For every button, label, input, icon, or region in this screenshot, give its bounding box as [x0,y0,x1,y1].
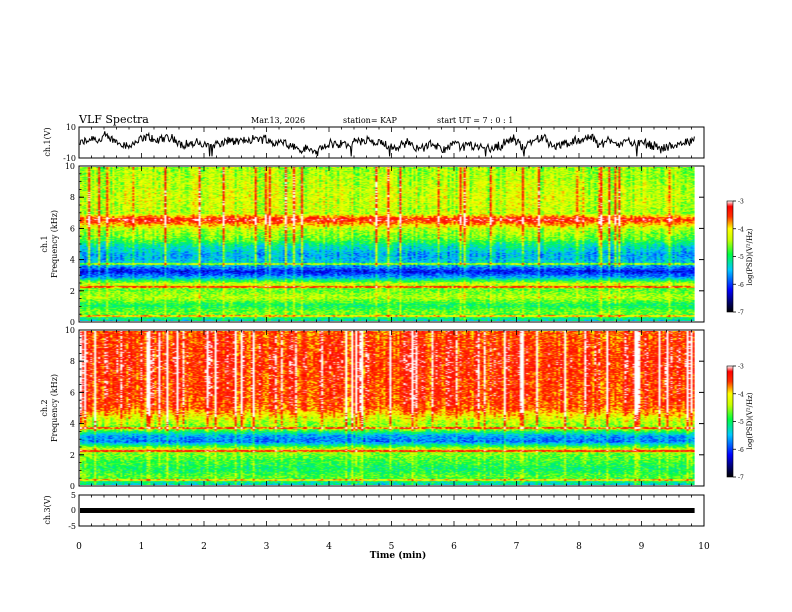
ch1-colorbar-gradient [726,200,734,313]
ch1-freq-ytick-label: 2 [70,287,75,296]
ch2-freq-ytick-label: 4 [70,420,75,429]
start-time-label: start UT = 7 : 0 : 1 [437,116,513,125]
ch2-freq-ytick-label: 8 [70,357,75,366]
ch2-freq-ytick-label: 2 [70,451,75,460]
ch2-freq-ytick-label: 6 [70,388,75,397]
ch1-ytick-top: 10 [66,123,76,132]
time-tick-label: 4 [326,542,332,552]
time-tick-label: 9 [639,542,645,552]
ch2-colorbar-ticks: -3 -4 -5 -6 -7 [733,364,744,482]
ch3-waveform-panel: 5 0 -5 ch.3(V) [43,491,705,531]
time-tick-label: 1 [139,542,145,552]
time-tick-label: 6 [451,542,457,552]
ch1-waveform-trace [79,131,695,157]
ch1-spectrogram-image [80,167,695,321]
ch1-freq-ytick-label: 10 [65,162,75,171]
ch1-waveform-panel: 10 -10 ch.1(V) [43,123,705,163]
ch2-ylabel-channel: ch.2 [40,399,49,416]
ch1-freq-ytick-label: 0 [70,318,75,327]
time-tick-label: 8 [576,542,582,552]
ch2-colorbar-tick-label: -4 [738,391,744,398]
ch1-colorbar-tick-label: -3 [738,199,744,206]
ch1-colorbar-tick-label: -7 [738,310,744,317]
ch2-colorbar-gradient [726,365,734,478]
date-label: Mar.13, 2026 [251,116,305,125]
ch2-colorbar-tick-label: -5 [738,419,744,426]
ch2-colorbar-tick-label: -6 [738,447,744,454]
ch2-colorbar-tick-label: -7 [738,475,744,482]
ch2-freq-ytick-label: 0 [70,482,75,491]
ch2-colorbar-tick-label: -3 [738,364,744,371]
ch1-ytick-bottom: -10 [63,154,76,163]
figure-title: VLF Spectra [78,113,149,126]
ch1-ylabel-frequency: Frequency (kHz) [50,210,59,278]
ch1-freq-ytick-label: 6 [70,224,75,233]
ch2-freq-ytick-label: 10 [65,326,75,335]
ch1-colorbar-tick-label: -6 [738,282,744,289]
ch2-freq-ticks: 0 2 4 6 8 10 [65,326,704,491]
time-tick-label: 10 [698,542,710,552]
ch2-spectrogram-image [80,331,695,485]
ch1-freq-ytick-label: 4 [70,256,75,265]
ch2-ylabel-frequency: Frequency (kHz) [50,374,59,442]
ch2-spectrogram-panel: 0 2 4 6 8 10 ch.2 Frequency (kHz) [40,326,705,491]
time-tick-label: 3 [264,542,270,552]
ch1-colorbar-tick-label: -4 [738,226,744,233]
ch3-ytick-middle: 0 [71,506,76,515]
station-label: station= KAP [343,116,398,125]
ch1-colorbar-tick-label: -5 [738,254,744,261]
ch3-ytick-top: 5 [71,491,76,500]
ch3-waveform-ylabel: ch.3(V) [43,495,52,524]
ch1-colorbar: -3 -4 -5 -6 -7 log(PSD)(V²/Hz) [726,199,754,317]
ch1-colorbar-ticks: -3 -4 -5 -6 -7 [733,199,744,317]
ch1-ylabel-channel: ch.1 [40,235,49,252]
ch1-spectrogram-panel: 0 2 4 6 8 10 ch.1 Frequency (kHz) [40,162,705,327]
time-axis-labels: 0 1 2 3 4 5 6 7 8 9 10 [76,542,710,552]
ch1-colorbar-label: log(PSD)(V²/Hz) [746,228,754,285]
ch1-freq-ytick-label: 8 [70,193,75,202]
time-axis-ticks [78,127,705,526]
ch2-colorbar: -3 -4 -5 -6 -7 log(PSD)(V²/Hz) [726,364,754,482]
ch1-freq-ticks: 0 2 4 6 8 10 [65,162,704,327]
ch3-ytick-bottom: -5 [68,522,76,531]
ch3-waveform-trace [80,508,695,513]
time-tick-label: 7 [514,542,520,552]
time-tick-label: 5 [389,542,395,552]
ch2-colorbar-label: log(PSD)(V²/Hz) [746,392,754,449]
time-tick-label: 2 [201,542,207,552]
time-tick-label: 0 [76,542,82,552]
time-axis-title: Time (min) [370,550,427,561]
ch1-waveform-ylabel: ch.1(V) [43,127,52,156]
